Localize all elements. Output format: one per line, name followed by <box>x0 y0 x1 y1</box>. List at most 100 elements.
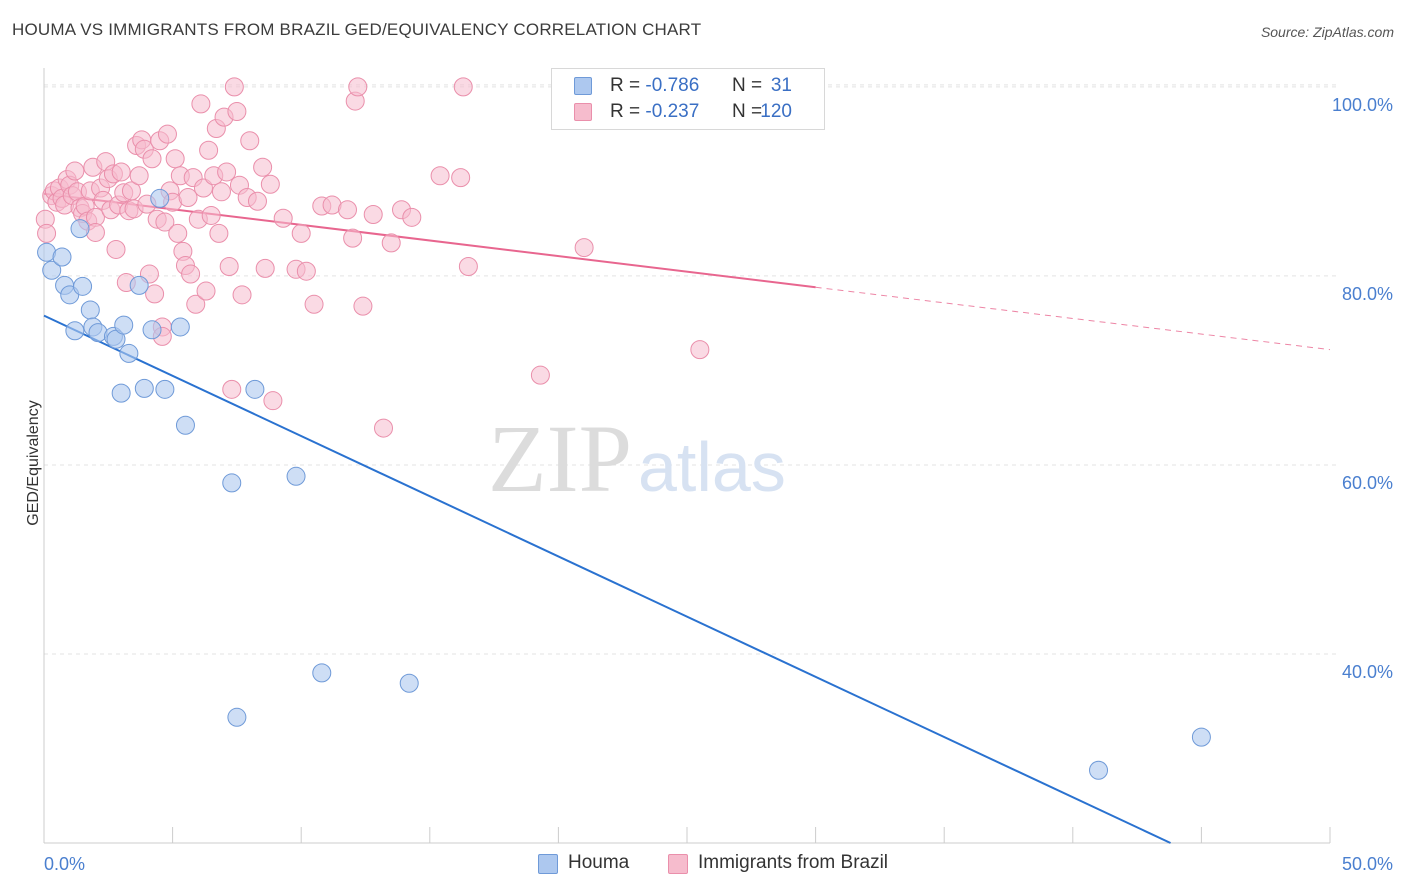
data-point-brazil <box>304 294 324 314</box>
data-point-brazil <box>37 223 57 243</box>
data-point-brazil <box>106 239 126 259</box>
series-legend: Houma Immigrants from Brazil <box>0 852 1406 878</box>
data-point-houma <box>52 247 72 267</box>
y-tick-label: 80.0% <box>1342 284 1393 304</box>
data-point-brazil <box>165 149 185 169</box>
data-point-brazil <box>263 391 283 411</box>
data-point-houma <box>227 707 247 727</box>
data-point-houma <box>129 275 149 295</box>
data-point-brazil <box>363 204 383 224</box>
data-point-brazil <box>193 178 213 198</box>
data-point-brazil <box>574 238 594 258</box>
data-point-brazil <box>181 264 201 284</box>
data-point-brazil <box>337 200 357 220</box>
data-point-houma <box>1191 727 1211 747</box>
data-point-houma <box>119 343 139 363</box>
x-tick-label: 0.0% <box>44 854 85 874</box>
y-axis-label: GED/Equivalency <box>25 400 42 525</box>
legend-n-value: 31 <box>770 75 792 96</box>
chart-title: HOUMA VS IMMIGRANTS FROM BRAZIL GED/EQUI… <box>12 20 702 39</box>
data-point-brazil <box>381 233 401 253</box>
data-point-houma <box>111 383 131 403</box>
source-credit: Source: ZipAtlas.com <box>1260 24 1394 40</box>
data-point-houma <box>399 673 419 693</box>
data-point-houma <box>114 315 134 335</box>
watermark: ZIP atlas <box>488 405 786 512</box>
data-point-brazil <box>255 258 275 278</box>
data-point-houma <box>286 466 306 486</box>
data-point-brazil <box>178 187 198 207</box>
trend-line-brazil-extension <box>815 286 1331 351</box>
trend-line-houma <box>43 314 1171 844</box>
legend-n-label: N = <box>732 101 763 122</box>
legend-swatch-houma <box>538 854 558 874</box>
legend-r-value: -0.237 <box>645 101 700 122</box>
data-point-brazil <box>240 131 260 151</box>
data-point-brazil <box>219 256 239 276</box>
watermark-atlas: atlas <box>638 428 786 506</box>
data-point-houma <box>155 379 175 399</box>
legend-r-label: R = <box>610 75 641 96</box>
data-point-brazil <box>273 208 293 228</box>
y-tick-label: 40.0% <box>1342 662 1393 682</box>
data-point-houma <box>150 188 170 208</box>
data-point-houma <box>170 317 190 337</box>
data-point-brazil <box>186 294 206 314</box>
legend-swatch-brazil <box>574 103 592 121</box>
data-point-houma <box>70 219 90 239</box>
legend-r-value: -0.786 <box>645 75 700 96</box>
grid-lines <box>44 84 1336 655</box>
y-tick-label: 100.0% <box>1332 95 1393 115</box>
data-point-brazil <box>209 223 229 243</box>
data-point-brazil <box>430 166 450 186</box>
data-point-brazil <box>157 124 177 144</box>
data-point-houma <box>65 321 85 341</box>
watermark-zip: ZIP <box>488 405 632 512</box>
data-point-brazil <box>111 162 131 182</box>
data-point-brazil <box>453 77 473 97</box>
legend-swatch-houma <box>574 77 592 95</box>
legend-label-houma: Houma <box>568 852 630 873</box>
y-tick-label: 60.0% <box>1342 473 1393 493</box>
data-points <box>35 77 1211 780</box>
data-point-houma <box>42 260 62 280</box>
data-point-brazil <box>168 223 188 243</box>
data-point-brazil <box>222 379 242 399</box>
data-point-brazil <box>129 166 149 186</box>
data-point-brazil <box>530 365 550 385</box>
data-point-brazil <box>155 212 175 232</box>
data-point-brazil <box>217 162 237 182</box>
data-point-houma <box>222 473 242 493</box>
data-point-brazil <box>353 296 373 316</box>
data-point-houma <box>1089 760 1109 780</box>
legend-r-label: R = <box>610 101 641 122</box>
data-point-brazil <box>196 281 216 301</box>
data-point-brazil <box>374 418 394 438</box>
data-point-brazil <box>211 182 231 202</box>
tick-labels: 40.0% 60.0% 80.0% 100.0% 0.0% 50.0% <box>44 95 1393 874</box>
data-point-houma <box>142 320 162 340</box>
legend-swatch-brazil <box>668 854 688 874</box>
data-point-brazil <box>291 223 311 243</box>
data-point-brazil <box>142 149 162 169</box>
legend-n-label: N = <box>732 75 763 96</box>
legend-n-value: 120 <box>760 101 792 122</box>
data-point-brazil <box>145 284 165 304</box>
data-point-brazil <box>227 101 247 121</box>
correlation-legend: R = -0.786 N = 31 R = -0.237 N = 120 <box>551 68 825 130</box>
data-point-brazil <box>253 157 273 177</box>
data-point-brazil <box>260 174 280 194</box>
data-point-brazil <box>296 261 316 281</box>
data-point-houma <box>80 300 100 320</box>
data-point-brazil <box>65 161 85 181</box>
data-point-brazil <box>343 228 363 248</box>
data-point-brazil <box>458 256 478 276</box>
data-point-houma <box>312 663 332 683</box>
data-point-brazil <box>451 168 471 188</box>
data-point-brazil <box>348 77 368 97</box>
data-point-brazil <box>201 205 221 225</box>
x-tick-label: 50.0% <box>1342 854 1393 874</box>
data-point-houma <box>245 379 265 399</box>
data-point-brazil <box>232 285 252 305</box>
